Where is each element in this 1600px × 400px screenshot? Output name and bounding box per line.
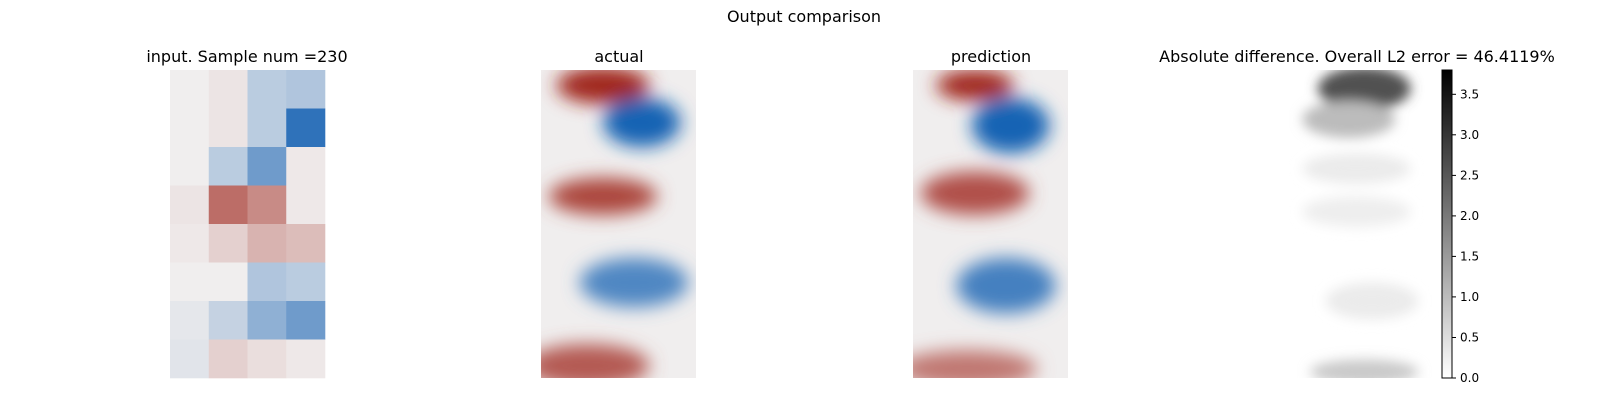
colorbar-tick-label: 0.0 — [1460, 371, 1479, 385]
field-blob — [920, 171, 1030, 215]
input-cell — [247, 262, 287, 302]
field-blob — [603, 97, 681, 147]
colorbar-tick-label: 2.5 — [1460, 168, 1479, 182]
field-blob — [1325, 282, 1419, 320]
absolute-difference-heatmap — [1279, 70, 1434, 378]
field-blob — [579, 257, 689, 308]
input-cell — [286, 339, 326, 379]
panel-title-prediction: prediction — [951, 47, 1031, 66]
panel-title-input: input. Sample num =230 — [146, 47, 347, 66]
input-cell — [208, 262, 248, 302]
input-cell — [247, 185, 287, 225]
prediction-heatmap — [913, 70, 1068, 378]
colorbar-gradient — [1441, 69, 1453, 379]
field-blob — [548, 177, 658, 215]
input-cell — [286, 185, 326, 225]
input-cell — [170, 224, 210, 263]
field-blob — [1302, 196, 1411, 228]
colorbar-ticks: 0.0 0.5 1.0 1.5 2.0 2.5 3.0 3.5 — [1452, 87, 1479, 385]
input-cell — [247, 301, 287, 340]
input-cell — [170, 262, 210, 302]
input-cell — [247, 339, 287, 379]
field-blob — [541, 344, 650, 378]
input-cell — [247, 147, 287, 186]
input-cell — [208, 224, 248, 263]
input-cell — [170, 339, 210, 379]
colorbar-tick-label: 2.0 — [1460, 209, 1479, 223]
field-blob — [1302, 100, 1396, 138]
input-cell — [208, 147, 248, 186]
panel-title-actual: actual — [594, 47, 643, 66]
input-cell — [247, 70, 287, 109]
input-cell — [208, 108, 248, 148]
input-cell — [286, 224, 326, 263]
colorbar-tick-label: 3.0 — [1460, 128, 1479, 142]
field-blob — [1317, 70, 1411, 111]
input-cell — [286, 70, 326, 109]
input-cell — [208, 301, 248, 340]
input-cell — [170, 301, 210, 340]
colorbar-tick-label: 1.0 — [1460, 290, 1479, 304]
panel-title-absolute-difference: Absolute difference. Overall L2 error = … — [1159, 47, 1555, 66]
figure-suptitle: Output comparison — [727, 7, 881, 26]
input-cell — [247, 108, 287, 148]
field-blob — [956, 257, 1056, 314]
input-cell — [170, 108, 210, 148]
input-cell — [286, 262, 326, 302]
field-blob — [913, 350, 1038, 378]
input-cell — [208, 339, 248, 379]
actual-heatmap — [541, 70, 696, 378]
input-cell — [170, 185, 210, 225]
input-cell — [247, 224, 287, 263]
field-blob — [971, 97, 1050, 154]
input-cell — [208, 185, 248, 225]
input-cell — [170, 147, 210, 186]
colorbar-tick-label: 1.5 — [1460, 249, 1479, 263]
input-cell — [286, 301, 326, 340]
colorbar: 0.0 0.5 1.0 1.5 2.0 2.5 3.0 3.5 — [1441, 69, 1479, 385]
field-blob — [556, 70, 650, 104]
colorbar-tick-label: 3.5 — [1460, 87, 1479, 101]
input-cell — [286, 108, 326, 148]
input-heatmap — [170, 70, 326, 379]
colorbar-tick-label: 0.5 — [1460, 331, 1479, 345]
field-blob — [936, 70, 1014, 101]
input-cell — [208, 70, 248, 109]
field-blob — [1302, 153, 1411, 185]
field-blob — [1310, 359, 1419, 378]
input-cell — [170, 70, 210, 109]
input-cell — [286, 147, 326, 186]
